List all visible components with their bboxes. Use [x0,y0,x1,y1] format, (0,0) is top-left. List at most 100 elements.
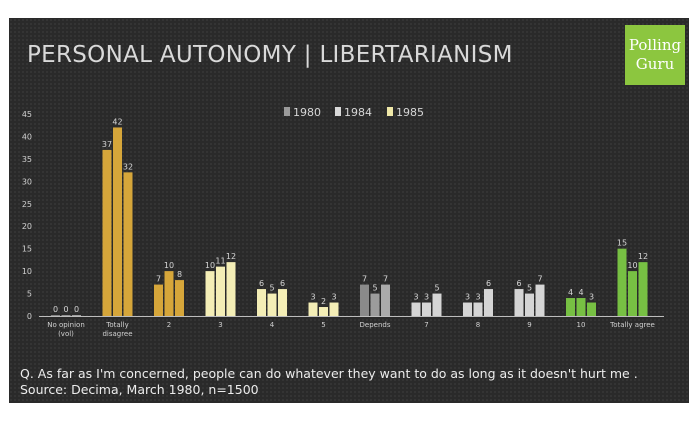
legend-swatch [284,107,290,116]
data-label: 6 [486,279,491,288]
data-label: 10 [205,261,215,270]
x-tick-label: Totally [105,321,128,329]
data-label: 3 [589,293,594,302]
bar [257,289,266,316]
bar [113,127,122,316]
y-tick-label: 35 [22,155,32,164]
data-label: 42 [112,117,122,126]
bar [278,289,287,316]
data-label: 15 [617,239,627,248]
data-label: 10 [627,261,637,270]
bar [628,271,637,316]
bar [175,280,184,316]
x-tick-label: No opinion [47,321,85,329]
data-label: 12 [638,252,648,261]
bar [216,266,225,316]
bar [514,289,524,316]
x-tick-label: Totally agree [609,321,655,329]
y-tick-label: 5 [27,290,32,299]
y-tick-label: 10 [22,267,32,276]
legend-swatch [387,107,393,116]
bar [360,284,369,316]
bar [566,298,575,316]
x-tick-label: (vol) [58,330,74,338]
data-label: 5 [269,284,274,293]
bar [51,315,60,316]
data-label: 0 [53,305,58,314]
source-note: Source: Decima, March 1980, n=1500 [20,382,259,397]
bar [422,302,431,316]
bar [432,293,442,316]
x-tick-label: Depends [360,321,391,329]
y-tick-label: 30 [22,177,32,186]
slide-title: PERSONAL AUTONOMY | LIBERTARIANISM [27,42,513,68]
x-tick-label: 9 [527,321,531,329]
bar [154,284,163,316]
bar [267,293,277,316]
y-tick-label: 15 [22,245,32,254]
x-tick-label: 2 [167,321,171,329]
bar [411,302,421,316]
polling-guru-logo: Polling Guru [625,25,685,85]
y-tick-label: 25 [22,200,32,209]
legend-label: 1984 [344,106,372,119]
bar [463,302,472,316]
data-label: 0 [74,305,79,314]
x-tick-label: disagree [102,330,132,338]
data-label: 2 [321,297,326,306]
data-label: 32 [123,162,133,171]
y-tick-label: 20 [22,222,32,231]
bar [473,302,483,316]
data-label: 10 [164,261,174,270]
logo-line-1: Polling [628,36,682,54]
x-tick-label: 8 [476,321,480,329]
data-label: 3 [424,293,429,302]
data-label: 3 [413,293,418,302]
data-label: 5 [372,284,377,293]
bar [587,302,596,316]
bar [617,248,627,316]
bar [226,262,236,316]
data-label: 6 [516,279,521,288]
legend-swatch [335,107,341,116]
bar [329,302,339,316]
y-tick-label: 40 [22,132,32,141]
data-label: 6 [280,279,285,288]
bar [638,262,648,316]
logo-line-2: Guru [635,55,675,73]
legend-label: 1985 [396,106,424,119]
bar [72,315,81,316]
y-tick-label: 45 [22,110,32,119]
x-tick-label: 4 [270,321,275,329]
x-tick-label: 7 [424,321,428,329]
bar [484,289,493,316]
data-label: 3 [310,293,315,302]
bar [319,307,328,316]
slide: PERSONAL AUTONOMY | LIBERTARIANISM Polli… [9,18,689,403]
data-label: 7 [537,275,542,284]
x-tick-label: 5 [321,321,325,329]
data-label: 8 [177,270,182,279]
bar [123,172,133,316]
data-label: 4 [578,288,583,297]
data-label: 7 [362,275,367,284]
data-label: 3 [331,293,336,302]
data-label: 37 [102,140,112,149]
data-label: 5 [434,284,439,293]
y-tick-label: 0 [27,312,32,321]
data-label: 12 [226,252,236,261]
data-label: 5 [527,284,532,293]
data-label: 3 [465,293,470,302]
data-label: 7 [383,275,388,284]
bar [525,293,534,316]
bar [205,271,215,316]
bar [535,284,545,316]
bar [381,284,390,316]
data-label: 7 [156,275,161,284]
bar [370,293,380,316]
x-tick-label: 10 [577,321,586,329]
legend-label: 1980 [293,106,321,119]
data-label: 11 [215,257,225,266]
bar [102,149,112,316]
